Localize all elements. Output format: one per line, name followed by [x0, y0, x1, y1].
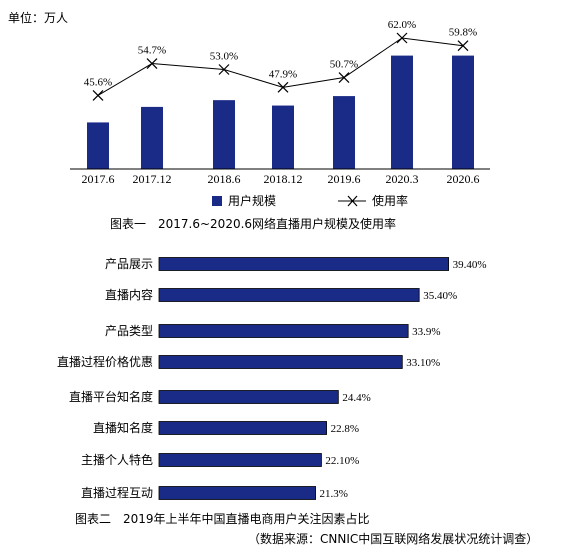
- value-label: 24.4%: [342, 392, 370, 404]
- bar-直播平台知名度: [158, 390, 339, 404]
- x-tick-label: 2020.3: [386, 172, 419, 186]
- bar-2017.6: [87, 122, 109, 169]
- data-source: （数据来源：CNNIC中国互联网络发展状况统计调查）: [248, 531, 538, 546]
- usage-rate-point: [338, 72, 350, 83]
- usage-rate-label: 59.8%: [449, 27, 477, 39]
- legend-swatch-bar: [212, 196, 222, 206]
- bar-直播知名度: [158, 421, 327, 435]
- bar-2020.3: [391, 55, 413, 169]
- bar-产品展示: [158, 257, 449, 271]
- bar-直播过程价格优惠: [158, 355, 403, 369]
- bar-主播个人特色: [158, 453, 322, 467]
- x-tick-label: 2017.6: [82, 172, 115, 186]
- bar-直播过程互动: [158, 486, 316, 500]
- bar-2020.6: [452, 55, 474, 169]
- x-tick-label: 2018.12: [264, 172, 303, 186]
- category-label: 直播过程互动: [81, 485, 153, 500]
- usage-rate-point: [218, 64, 230, 75]
- category-label: 直播内容: [105, 287, 153, 302]
- usage-rate-label: 45.6%: [84, 76, 112, 88]
- usage-rate-label: 50.7%: [330, 59, 358, 71]
- bar-直播内容: [158, 288, 420, 302]
- x-tick-label: 2017.12: [133, 172, 172, 186]
- legend: 用户规模 使用率: [212, 193, 408, 208]
- usage-rate-point: [457, 40, 469, 52]
- legend-swatch-line: [338, 195, 366, 207]
- usage-rate-point: [92, 89, 104, 101]
- usage-rate-point: [146, 58, 158, 69]
- usage-rate-label: 47.9%: [269, 68, 297, 80]
- value-label: 39.40%: [453, 259, 487, 271]
- value-label: 33.10%: [406, 357, 440, 369]
- usage-rate-point: [277, 81, 289, 93]
- x-tick-label: 2020.6: [447, 172, 480, 186]
- chart1-caption: 图表一 2017.6~2020.6网络直播用户规模及使用率: [110, 216, 396, 231]
- value-label: 22.10%: [325, 455, 359, 467]
- category-label: 产品展示: [105, 257, 153, 271]
- x-tick-label: 2019.6: [328, 172, 361, 186]
- chart2-caption: 图表二 2019年上半年中国直播电商用户关注因素占比: [75, 511, 370, 526]
- category-label: 直播平台知名度: [69, 389, 153, 404]
- x-tick-label: 2018.6: [208, 172, 241, 186]
- category-label: 产品类型: [105, 324, 153, 338]
- bar-2017.12: [141, 106, 163, 169]
- bar-2019.6: [333, 96, 355, 169]
- usage-rate-label: 53.0%: [210, 51, 238, 63]
- value-label: 33.9%: [412, 326, 440, 338]
- value-label: 22.8%: [331, 423, 359, 435]
- bar-2018.12: [272, 105, 294, 169]
- usage-rate-label: 54.7%: [138, 45, 166, 57]
- category-label: 直播过程价格优惠: [57, 354, 153, 369]
- unit-label: 单位：万人: [8, 10, 68, 25]
- bar-2018.6: [213, 100, 235, 169]
- category-label: 主播个人特色: [81, 452, 153, 467]
- legend-label-bar: 用户规模: [228, 193, 276, 208]
- bar-产品类型: [158, 324, 409, 338]
- user-scale-chart: 单位：万人 45.6% 54.7% 53.0% 47.9% 50.7% 62.0% 59.8…: [8, 10, 490, 231]
- legend-label-line: 使用率: [372, 193, 408, 208]
- usage-rate-label: 62.0%: [388, 19, 416, 31]
- value-label: 21.3%: [320, 488, 348, 500]
- value-label: 35.40%: [423, 290, 457, 302]
- usage-rate-point: [396, 32, 408, 44]
- category-label: 直播知名度: [93, 420, 153, 435]
